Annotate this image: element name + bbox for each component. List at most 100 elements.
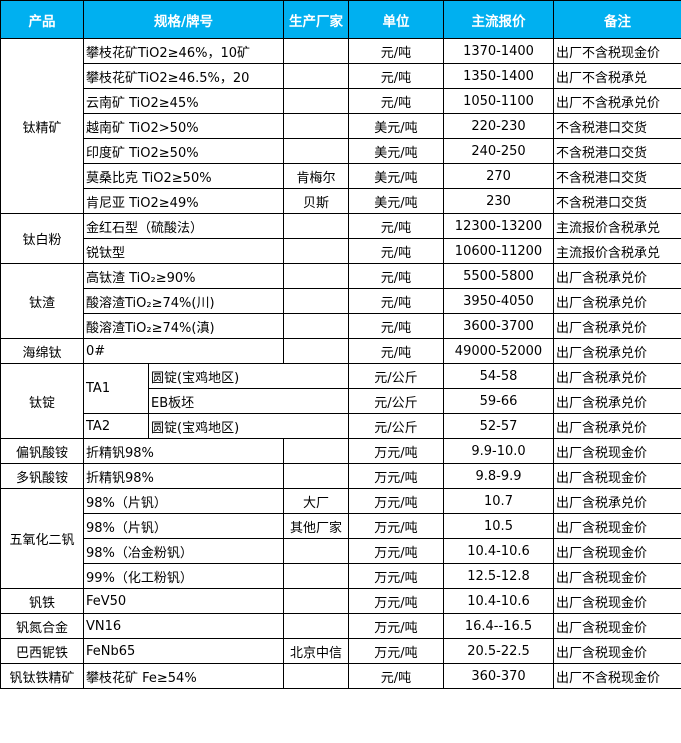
header-unit: 单位 bbox=[348, 0, 444, 39]
product-cell: 钛白粉 bbox=[0, 213, 84, 264]
table-row: 莫桑比克 TiO2≥50% 肯梅尔 美元/吨 270 不含税港口交货 bbox=[1, 163, 681, 189]
maker-cell bbox=[283, 463, 349, 489]
grade-cell: TA2 bbox=[83, 413, 149, 439]
unit-cell: 元/吨 bbox=[348, 313, 444, 339]
note-cell: 不含税港口交货 bbox=[553, 138, 681, 164]
product-cell: 钒钛铁精矿 bbox=[0, 663, 84, 689]
maker-cell: 大厂 bbox=[283, 488, 349, 514]
spec-cell: 攀枝花矿TiO2≥46.5%，20 bbox=[83, 63, 284, 89]
table-row: 98%（冶金粉钒） 万元/吨 10.4-10.6 出厂含税现金价 bbox=[1, 538, 681, 564]
price-cell: 240-250 bbox=[443, 138, 554, 164]
product-cell: 钛渣 bbox=[0, 263, 84, 339]
maker-cell: 北京中信 bbox=[283, 638, 349, 664]
maker-cell bbox=[283, 213, 349, 239]
product-cell: 钒氮合金 bbox=[0, 613, 84, 639]
note-cell: 出厂含税承兑价 bbox=[553, 313, 681, 339]
sub-spec-cell: 圆锭(宝鸡地区) bbox=[148, 413, 349, 439]
unit-cell: 万元/吨 bbox=[348, 638, 444, 664]
maker-cell bbox=[283, 63, 349, 89]
unit-cell: 元/吨 bbox=[348, 288, 444, 314]
spec-cell: 金红石型（硫酸法） bbox=[83, 213, 284, 239]
table-row: 钒铁 FeV50 万元/吨 10.4-10.6 出厂含税现金价 bbox=[0, 588, 681, 614]
spec-cell: 98%（冶金粉钒） bbox=[83, 538, 284, 564]
table-row: 越南矿 TiO2>50% 美元/吨 220-230 不含税港口交货 bbox=[1, 113, 681, 139]
price-cell: 1350-1400 bbox=[443, 63, 554, 89]
spec-cell: FeNb65 bbox=[83, 638, 284, 664]
spec-cell: 0# bbox=[83, 338, 284, 364]
note-cell: 主流报价含税承兑 bbox=[553, 238, 681, 264]
grade-cell: TA1 bbox=[83, 363, 149, 414]
product-cell: 巴西铌铁 bbox=[0, 638, 84, 664]
price-cell: 10600-11200 bbox=[443, 238, 554, 264]
price-cell: 54-58 bbox=[443, 363, 554, 389]
sub-spec-cell: EB板坯 bbox=[148, 388, 349, 414]
price-cell: 5500-5800 bbox=[443, 263, 554, 289]
unit-cell: 万元/吨 bbox=[348, 538, 444, 564]
price-cell: 1370-1400 bbox=[443, 38, 554, 64]
maker-cell: 其他厂家 bbox=[283, 513, 349, 539]
price-cell: 230 bbox=[443, 188, 554, 214]
unit-cell: 元/吨 bbox=[348, 213, 444, 239]
header-maker: 生产厂家 bbox=[283, 0, 349, 39]
note-cell: 出厂含税现金价 bbox=[553, 613, 681, 639]
maker-cell bbox=[283, 138, 349, 164]
table-row: 钒钛铁精矿 攀枝花矿 Fe≥54% 元/吨 360-370 出厂不含税现金价 bbox=[0, 663, 681, 689]
unit-cell: 元/公斤 bbox=[348, 363, 444, 389]
note-cell: 不含税港口交货 bbox=[553, 163, 681, 189]
table-row: 钛白粉 金红石型（硫酸法） 元/吨 12300-13200 主流报价含税承兑 bbox=[0, 213, 681, 264]
note-cell: 出厂含税现金价 bbox=[553, 538, 681, 564]
note-cell: 不含税港口交货 bbox=[553, 188, 681, 214]
maker-cell bbox=[283, 438, 349, 464]
spec-cell: 酸溶渣TiO₂≥74%(川) bbox=[83, 288, 284, 314]
price-cell: 59-66 bbox=[443, 388, 554, 414]
table-row: 99%（化工粉钒） 万元/吨 12.5-12.8 出厂含税现金价 bbox=[1, 563, 681, 589]
unit-cell: 元/吨 bbox=[348, 238, 444, 264]
table-row: TA2 圆锭(宝鸡地区) 元/公斤 52-57 出厂含税承兑价 bbox=[1, 413, 681, 439]
price-cell: 20.5-22.5 bbox=[443, 638, 554, 664]
unit-cell: 元/吨 bbox=[348, 63, 444, 89]
table-row: 钛精矿 攀枝花矿TiO2≥46%，10矿元/吨 1370-1400 出厂不含税现金价 bbox=[0, 38, 681, 214]
note-cell: 不含税港口交货 bbox=[553, 113, 681, 139]
product-cell: 五氧化二钒 bbox=[0, 488, 84, 589]
table-row: 98%（片钒） 其他厂家 万元/吨 10.5 出厂含税现金价 bbox=[1, 513, 681, 539]
header-spec: 规格/牌号 bbox=[83, 0, 284, 39]
unit-cell: 美元/吨 bbox=[348, 188, 444, 214]
note-cell: 出厂含税现金价 bbox=[553, 588, 681, 614]
price-cell: 10.4-10.6 bbox=[443, 538, 554, 564]
price-cell: 360-370 bbox=[443, 663, 554, 689]
note-cell: 出厂含税现金价 bbox=[553, 638, 681, 664]
maker-cell bbox=[283, 663, 349, 689]
price-cell: 1050-1100 bbox=[443, 88, 554, 114]
maker-cell bbox=[283, 313, 349, 339]
note-cell: 出厂含税承兑价 bbox=[553, 363, 681, 389]
header-product: 产品 bbox=[0, 0, 84, 39]
spec-cell: 攀枝花矿TiO2≥46%，10矿 bbox=[83, 38, 284, 64]
note-cell: 出厂含税承兑价 bbox=[553, 338, 681, 364]
spec-cell: 印度矿 TiO2≥50% bbox=[83, 138, 284, 164]
product-cell: 海绵钛 bbox=[0, 338, 84, 364]
header-row: 产品 规格/牌号 生产厂家 单位 主流报价 备注 bbox=[0, 0, 681, 39]
spec-cell: 折精钒98% bbox=[83, 463, 284, 489]
note-cell: 出厂不含税现金价 bbox=[553, 38, 681, 64]
table-body: 钛精矿 攀枝花矿TiO2≥46%，10矿 元/吨 1370-1400 出厂不含税现金价攀… bbox=[0, 38, 681, 689]
maker-cell bbox=[283, 613, 349, 639]
product-cell: 钛精矿 bbox=[0, 38, 84, 214]
table-row: 钛锭 TA1 圆锭(宝鸡地区) 元/公斤 54-58 出厂含税承兑价 bbox=[0, 363, 681, 439]
maker-cell: 肯梅尔 bbox=[283, 163, 349, 189]
spec-cell: 98%（片钒） bbox=[83, 488, 284, 514]
price-cell: 9.9-10.0 bbox=[443, 438, 554, 464]
price-cell: 3600-3700 bbox=[443, 313, 554, 339]
maker-cell bbox=[283, 263, 349, 289]
maker-cell bbox=[283, 238, 349, 264]
table-row: 钛渣 高钛渣 TiO₂≥90% 元/吨 5500-5800 出厂含税承兑价 bbox=[0, 263, 681, 339]
unit-cell: 美元/吨 bbox=[348, 138, 444, 164]
product-cell: 多钒酸铵 bbox=[0, 463, 84, 489]
price-cell: 12.5-12.8 bbox=[443, 563, 554, 589]
price-cell: 270 bbox=[443, 163, 554, 189]
spec-cell: 99%（化工粉钒） bbox=[83, 563, 284, 589]
unit-cell: 元/吨 bbox=[348, 338, 444, 364]
sub-spec-cell: 圆锭(宝鸡地区) bbox=[148, 363, 349, 389]
maker-cell bbox=[283, 113, 349, 139]
table-row: 巴西铌铁 FeNb65 北京中信 万元/吨 20.5-22.5 出厂含税现金价 bbox=[0, 638, 681, 664]
maker-cell bbox=[283, 288, 349, 314]
